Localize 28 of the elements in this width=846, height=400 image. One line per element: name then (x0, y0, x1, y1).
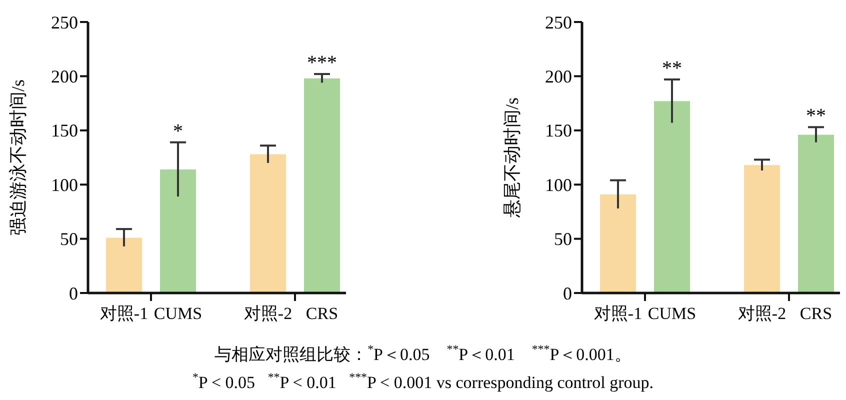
annotation: * (173, 120, 183, 142)
y-tick-label: 250 (51, 12, 78, 32)
y-axis-title: 悬尾不动时间/s (502, 97, 522, 219)
y-tick-label: 200 (545, 66, 572, 86)
y-tick-label: 100 (51, 174, 78, 195)
y-tick-label: 50 (60, 229, 78, 250)
annotation: ** (662, 57, 682, 80)
x-tick-label: 对照-2 (244, 304, 292, 323)
x-tick-label: CUMS (154, 304, 202, 323)
x-tick-label: 对照-1 (100, 304, 148, 323)
y-tick-label: 50 (554, 229, 572, 250)
y-tick-label: 150 (51, 120, 78, 141)
y-tick-label: 250 (545, 12, 572, 32)
text: $^{*}$P < 0.05 $^{**}$P < 0.01 $^{***}$P < 0.001 vs corresponding control group. (192, 370, 654, 392)
y-tick-label: 200 (51, 66, 78, 86)
y-tick-label: 0 (69, 283, 78, 304)
x-tick-label: CRS (306, 304, 338, 323)
x-tick-label: CUMS (648, 304, 696, 323)
annotation: ** (806, 105, 826, 128)
y-tick-label: 150 (545, 120, 572, 141)
text: 与相应对照组比较：$^{*}$P＜0.05 $^{**}$P＜0.01 $^{***}$P＜0.001。 (214, 342, 632, 364)
y-axis-title: 强迫游泳不动时间/s (8, 79, 28, 236)
x-tick-label: 对照-2 (738, 304, 786, 323)
x-tick-label: 对照-1 (594, 304, 642, 323)
x-tick-label: CRS (800, 304, 832, 323)
annotation: *** (307, 52, 337, 74)
y-tick-label: 100 (545, 174, 572, 195)
y-tick-label: 0 (563, 283, 572, 304)
